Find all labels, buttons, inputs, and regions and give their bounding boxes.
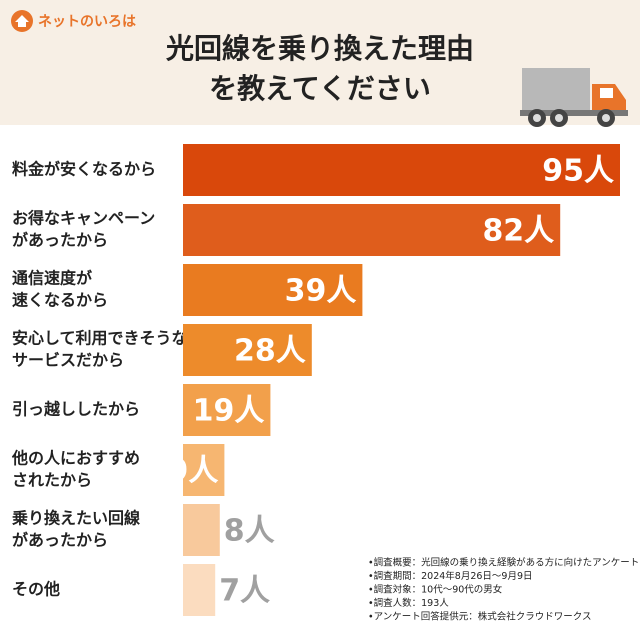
bar — [183, 444, 225, 496]
category-label: があったから — [12, 531, 108, 550]
bar — [183, 564, 216, 616]
chart-title: を教えてください — [209, 72, 431, 105]
bar — [183, 264, 363, 316]
category-label: があったから — [12, 231, 108, 250]
note: •調査概要：光回線の乗り換え経験がある方に向けたアンケート — [368, 557, 639, 569]
note: •アンケート回答提供元：株式会社クラウドワークス — [368, 611, 591, 623]
category-label: 乗り換えたい回線 — [12, 509, 140, 528]
note: •調査対象：10代～90代の男女 — [368, 584, 502, 596]
logo-text: ネットのいろは — [38, 14, 136, 30]
category-label: その他 — [12, 580, 60, 599]
bar — [183, 144, 620, 196]
truck-icon — [520, 68, 628, 127]
category-label: 速くなるから — [12, 291, 108, 310]
category-label: 他の人におすすめ — [11, 449, 140, 468]
category-label: 料金が安くなるから — [12, 160, 156, 179]
category-label: 通信速度が — [12, 269, 92, 288]
note: •調査人数：193人 — [368, 597, 449, 609]
value-label: 8人 — [224, 514, 275, 549]
note: •調査期間：2024年8月26日～9月9日 — [368, 570, 533, 582]
value-label: 28人 — [234, 334, 306, 369]
chart-title: 光回線を乗り換えた理由 — [165, 32, 474, 65]
bar — [183, 204, 561, 256]
category-label: されたから — [12, 471, 92, 490]
category-label: サービスだから — [12, 351, 124, 370]
logo-house — [15, 15, 29, 27]
value-label: 82人 — [482, 214, 554, 249]
category-label: お得なキャンペーン — [12, 209, 155, 228]
bar — [183, 504, 220, 556]
value-label: 9人 — [168, 454, 219, 489]
value-label: 39人 — [285, 274, 357, 309]
value-label: 7人 — [219, 574, 270, 609]
bar — [183, 384, 271, 436]
value-label: 19人 — [193, 394, 265, 429]
bar — [183, 324, 312, 376]
value-label: 95人 — [542, 154, 614, 189]
category-label: 引っ越ししたから — [12, 400, 140, 419]
category-label: 安心して利用できそうな — [12, 329, 188, 348]
